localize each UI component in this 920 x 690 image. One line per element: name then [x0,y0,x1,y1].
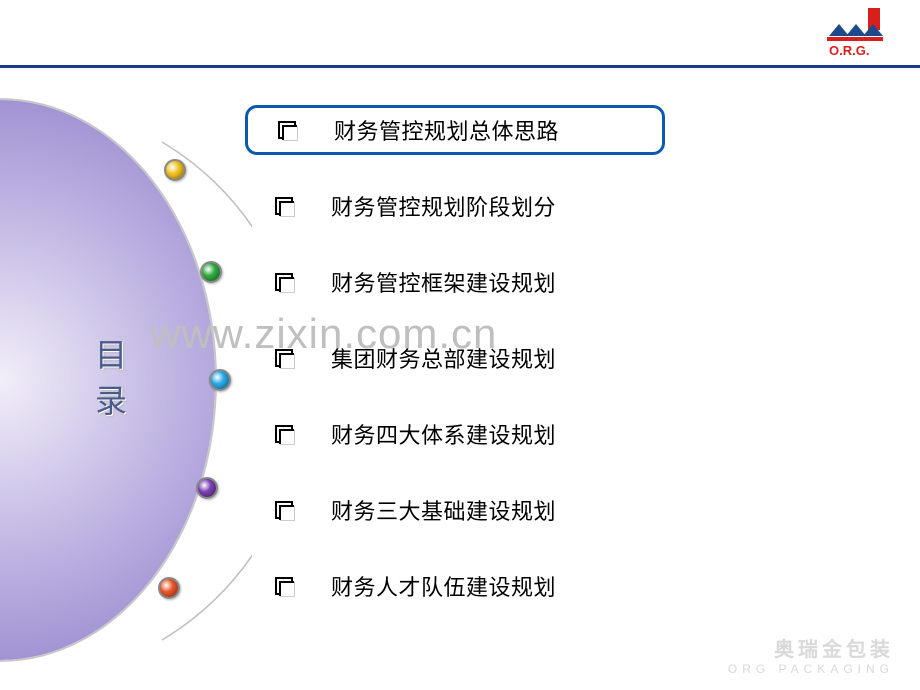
toc-item[interactable]: 集团财务总部建设规划 [275,333,665,383]
footer-cn: 奥瑞金包装 [728,638,894,662]
checkbox-icon [275,501,293,519]
toc-item[interactable]: 财务四大体系建设规划 [275,409,665,459]
toc-item[interactable]: 财务三大基础建设规划 [275,485,665,535]
toc-item[interactable]: 财务人才队伍建设规划 [275,561,665,611]
toc-item-text: 财务管控框架建设规划 [331,266,556,298]
checkbox-icon [275,197,293,215]
toc-item-text: 财务人才队伍建设规划 [331,570,556,602]
footer-branding: 奥瑞金包装 ORG PACKAGING [728,638,894,676]
checkbox-icon [278,121,296,139]
arc-bullet [158,577,180,599]
toc-item-text: 集团财务总部建设规划 [331,342,556,374]
footer-en: ORG PACKAGING [728,662,894,676]
toc-item-text: 财务三大基础建设规划 [331,494,556,526]
logo-text: O.R.G. [829,43,869,58]
org-logo: O.R.G. [823,8,895,60]
arc-bullet [196,477,218,499]
checkbox-icon [275,577,293,595]
arc-bullet [164,159,186,181]
checkbox-icon [275,273,293,291]
top-divider [0,65,920,68]
toc-item[interactable]: 财务管控框架建设规划 [275,257,665,307]
arc-bullet [209,369,231,391]
checkbox-icon [275,425,293,443]
arc-bullet [200,261,222,283]
toc-item[interactable]: 财务管控规划阶段划分 [275,181,665,231]
toc-item-text: 财务管控规划阶段划分 [331,190,556,222]
toc-item-text: 财务四大体系建设规划 [331,418,556,450]
toc-item[interactable]: 财务管控规划总体思路 [245,105,665,155]
toc-list: 财务管控规划总体思路 财务管控规划阶段划分 财务管控框架建设规划 集团财务总部建… [275,105,665,637]
checkbox-icon [275,349,293,367]
toc-item-text: 财务管控规划总体思路 [334,114,559,146]
